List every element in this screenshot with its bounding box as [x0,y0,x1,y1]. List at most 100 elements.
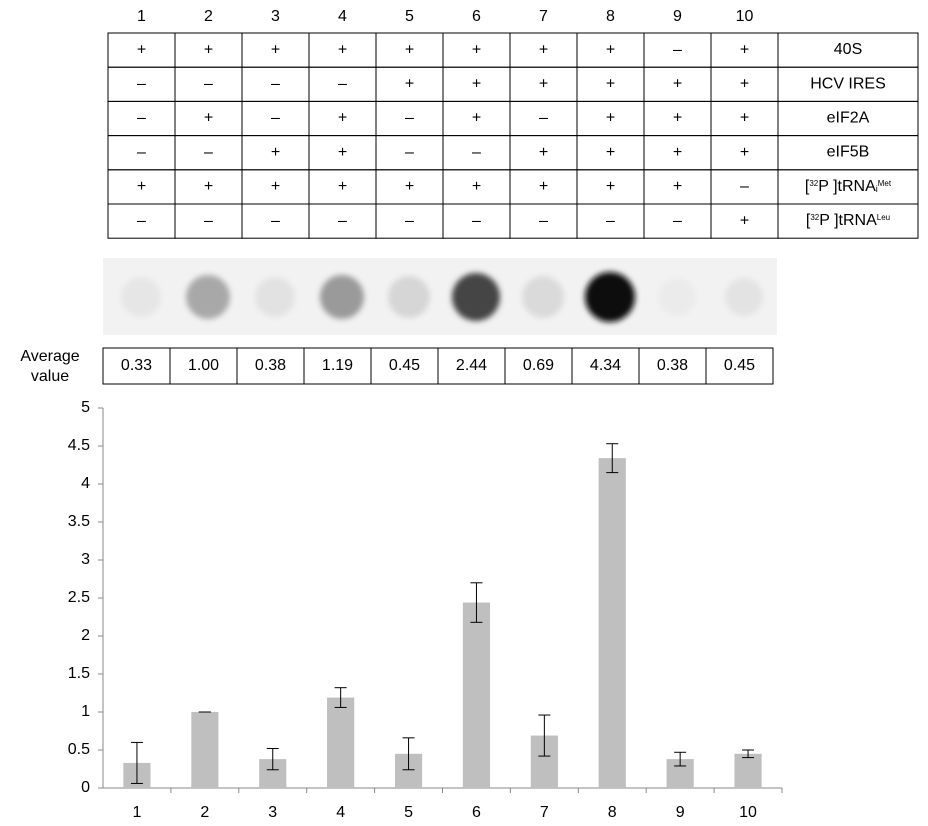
row-label: eIF2A [827,110,870,127]
sign: + [606,76,615,93]
sign: – [338,212,347,229]
average-value: 1.00 [188,357,219,374]
sign: – [405,144,414,161]
sign: + [338,144,347,161]
sign: + [539,76,548,93]
y-tick-label: 4 [81,475,90,492]
sign: – [271,76,280,93]
blot-dot [121,277,161,317]
row-label-part: Leu [877,213,890,222]
x-tick-label: 7 [540,804,549,821]
average-value: 2.44 [456,357,487,374]
blot-dot [452,273,500,321]
average-value: 0.38 [657,357,688,374]
sign: + [740,144,749,161]
blot-dot [186,275,230,319]
x-tick-label: 1 [132,804,141,821]
sign: + [271,41,280,58]
y-tick-label: 2.5 [68,589,90,606]
sign: – [606,212,615,229]
sign: + [338,41,347,58]
average-value: 0.69 [523,357,554,374]
x-tick-label: 6 [472,804,481,821]
lane-number: 6 [472,8,481,25]
sign: – [271,212,280,229]
sign: + [740,41,749,58]
sign: + [472,178,481,195]
lane-number: 1 [137,8,146,25]
row-label: [32P ]tRNALeu [806,212,890,229]
sign: – [740,178,749,195]
sign: + [137,41,146,58]
sign: – [673,41,682,58]
row-label: 40S [834,41,862,58]
lane-number: 10 [736,8,754,25]
y-tick-label: 0 [81,779,90,796]
average-value: 1.19 [322,357,353,374]
sign: + [405,76,414,93]
sign: – [137,144,146,161]
average-value: 0.38 [255,357,286,374]
sign: + [539,144,548,161]
row-label-part: eIF2A [827,110,870,127]
y-tick-label: 1 [81,703,90,720]
bar [599,458,626,788]
sign: – [204,212,213,229]
sign: + [405,178,414,195]
row-label: eIF5B [827,144,870,161]
blot-dot [522,276,564,318]
y-tick-label: 4.5 [68,437,90,454]
row-label-part: P ]tRNA [819,212,877,229]
sign: – [539,212,548,229]
bar [734,754,761,788]
sign: + [539,178,548,195]
sign: + [137,178,146,195]
sign: – [338,76,347,93]
sign: + [606,144,615,161]
row-label: [32P ]tRNAiMet [805,178,892,195]
blot-dot [725,278,763,316]
lane-number: 3 [271,8,280,25]
figure: 12345678910++++++++–+40S––––++++++HCV IR… [0,0,928,826]
average-value: 0.33 [121,357,152,374]
lane-number: 9 [673,8,682,25]
blot-dot [658,278,696,316]
sign: + [472,110,481,127]
lane-number: 7 [539,8,548,25]
sign: + [740,212,749,229]
average-value: 0.45 [724,357,755,374]
x-tick-label: 3 [268,804,277,821]
blot-dot [255,277,295,317]
average-value: 0.45 [389,357,420,374]
y-tick-label: 2 [81,627,90,644]
sign: + [740,76,749,93]
y-tick-label: 0.5 [68,741,90,758]
sign: – [539,110,548,127]
sign: + [271,178,280,195]
lane-number: 2 [204,8,213,25]
sign: – [673,212,682,229]
sign: + [338,110,347,127]
x-tick-label: 9 [676,804,685,821]
sign: – [137,76,146,93]
sign: + [204,41,213,58]
sign: – [137,212,146,229]
row-label: HCV IRES [810,76,886,93]
sign: + [405,41,414,58]
sign: – [271,110,280,127]
sign: – [204,76,213,93]
average-label-line: value [31,368,69,385]
sign: – [405,212,414,229]
bar [327,698,354,788]
blot-dot [320,275,364,319]
sign: – [405,110,414,127]
x-tick-label: 5 [404,804,413,821]
x-tick-label: 10 [739,804,757,821]
blot [103,258,777,335]
sign: – [137,110,146,127]
sign: + [606,110,615,127]
y-tick-label: 5 [81,399,90,416]
y-tick-label: 1.5 [68,665,90,682]
sign: + [673,144,682,161]
